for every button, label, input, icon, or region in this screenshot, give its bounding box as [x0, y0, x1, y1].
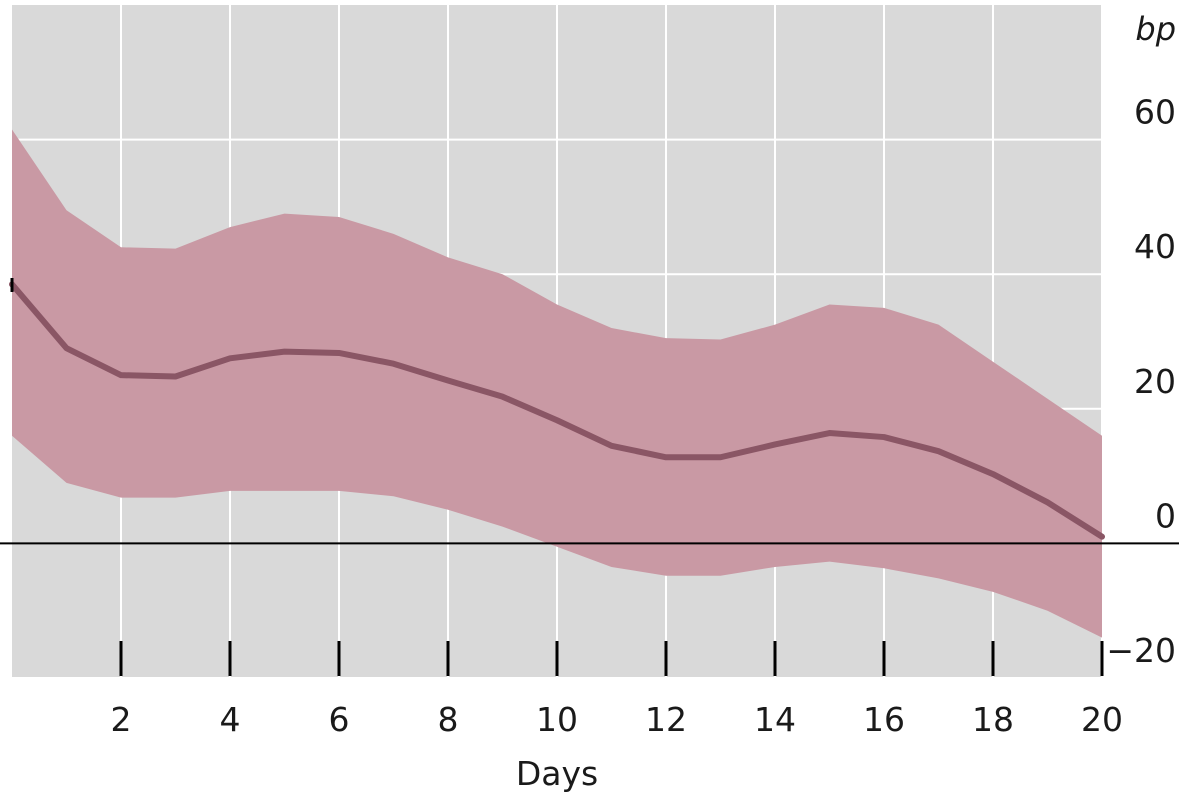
y-tick-label: 20 — [1134, 362, 1176, 401]
y-tick-label: 60 — [1134, 93, 1176, 132]
x-tick-labels: 2 4 6 8 10 12 14 16 18 20 — [111, 700, 1124, 739]
x-tick-label: 10 — [536, 700, 578, 739]
y-tick-label: 40 — [1134, 227, 1176, 266]
y-axis-title: bp — [1135, 10, 1176, 48]
y-tick-label: 0 — [1155, 496, 1176, 535]
x-tick-label: 14 — [754, 700, 796, 739]
confidence-band — [12, 129, 1102, 638]
x-tick-label: 12 — [645, 700, 687, 739]
x-tick-label: 16 — [863, 700, 905, 739]
x-tick-label: 20 — [1081, 700, 1123, 739]
central-series-line — [9, 281, 1105, 540]
x-axis-ticks — [10, 278, 1104, 676]
x-axis-title: Days — [516, 754, 598, 793]
x-tick-label: 8 — [438, 700, 459, 739]
x-tick-label: 18 — [972, 700, 1014, 739]
x-tick-label: 2 — [111, 700, 132, 739]
x-tick-label: 6 — [329, 700, 350, 739]
y-tick-labels: 60 40 20 0 −20 — [1106, 93, 1176, 670]
y-tick-label: −20 — [1106, 631, 1176, 670]
x-tick-label: 4 — [220, 700, 241, 739]
